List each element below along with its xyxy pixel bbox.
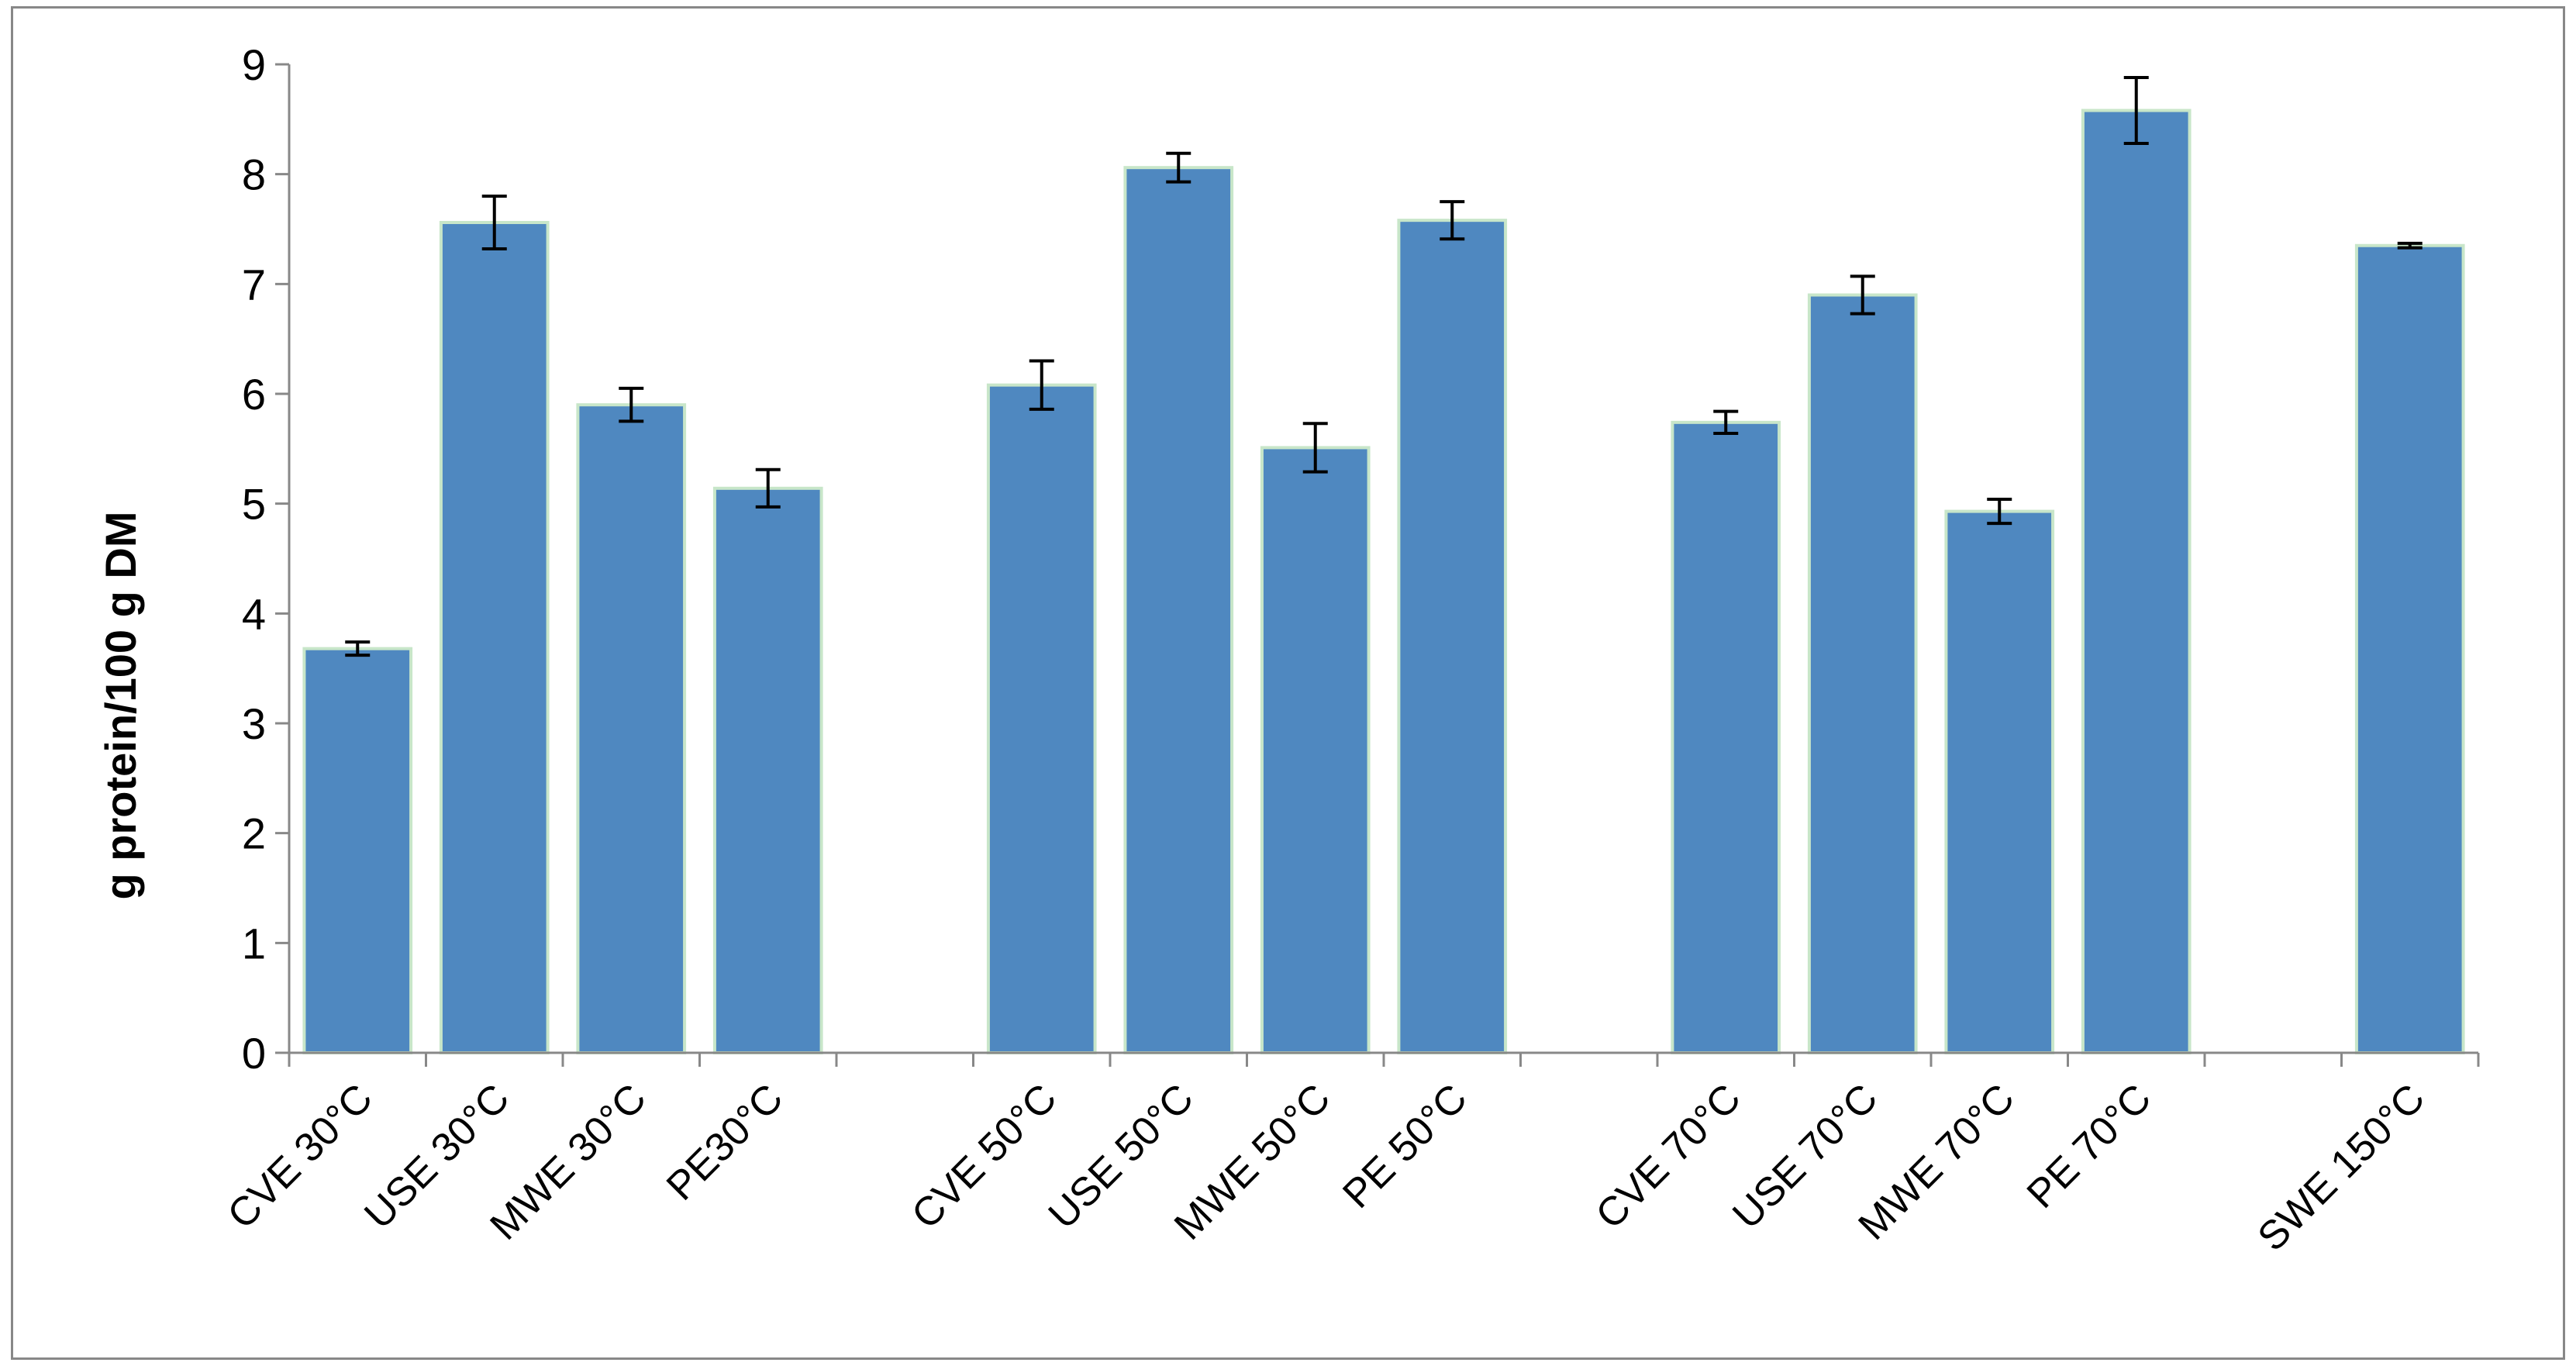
bar [439,221,550,1054]
bar [986,383,1097,1054]
y-tick-label: 2 [242,809,266,858]
bar [1944,509,2055,1054]
bar [576,403,687,1054]
y-axis-title: g protein/100 g DM [96,512,145,900]
bar [302,647,413,1054]
bar [712,486,823,1054]
bar [1397,219,1508,1055]
bar [2354,243,2465,1054]
y-tick-label: 6 [242,370,266,419]
bar [1807,293,1918,1054]
y-tick-label: 5 [242,480,266,529]
x-category-label: PE 70°C [2019,1075,2160,1216]
y-tick-label: 4 [242,589,266,638]
y-tick-label: 0 [242,1029,266,1078]
bar [2081,109,2191,1054]
bar [1671,420,1781,1054]
x-category-label: CVE 30°C [219,1075,381,1237]
x-category-label: PE 50°C [1334,1075,1475,1216]
x-category-label: CVE 70°C [1588,1075,1750,1237]
y-tick-label: 1 [242,919,266,968]
x-category-label: SWE 150°C [2250,1075,2434,1260]
y-tick-label: 3 [242,699,266,748]
y-tick-label: 8 [242,150,266,199]
x-category-label: CVE 50°C [903,1075,1065,1237]
bar [1260,446,1371,1054]
y-tick-label: 7 [242,260,266,309]
y-tick-label: 9 [242,40,266,89]
bar [1123,166,1234,1055]
x-category-label: PE30°C [658,1075,791,1209]
